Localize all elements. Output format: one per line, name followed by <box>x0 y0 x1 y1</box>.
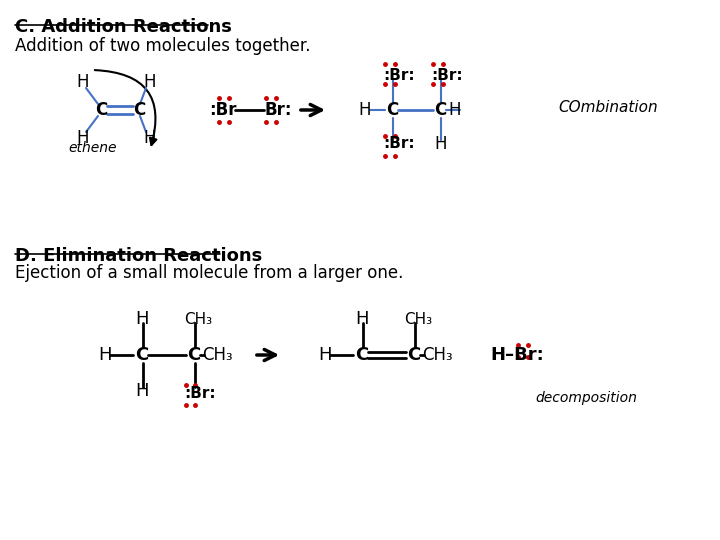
Text: H: H <box>358 101 371 119</box>
Text: C: C <box>407 346 420 364</box>
Text: Ejection of a small molecule from a larger one.: Ejection of a small molecule from a larg… <box>15 264 403 282</box>
Text: H: H <box>355 310 369 328</box>
Text: H–Br:: H–Br: <box>490 346 544 364</box>
Text: H: H <box>98 346 112 364</box>
Text: C: C <box>386 101 398 119</box>
Text: C: C <box>355 346 368 364</box>
Text: CH₃: CH₃ <box>422 346 453 364</box>
Text: ethene: ethene <box>68 141 117 155</box>
Text: H: H <box>143 73 156 91</box>
Text: H: H <box>135 310 148 328</box>
Text: :Br:: :Br: <box>383 137 415 152</box>
Text: H: H <box>318 346 331 364</box>
Text: Addition of two molecules together.: Addition of two molecules together. <box>15 37 310 55</box>
Text: :Br: :Br <box>209 101 236 119</box>
Text: CH₃: CH₃ <box>404 312 432 327</box>
Text: :Br:: :Br: <box>383 69 415 84</box>
Text: H: H <box>143 129 156 147</box>
Text: C: C <box>95 101 107 119</box>
Text: C. Addition Reactions: C. Addition Reactions <box>15 18 232 36</box>
Text: C: C <box>133 101 145 119</box>
Text: COmbination: COmbination <box>558 100 657 116</box>
Text: H: H <box>135 382 148 400</box>
Text: Br:: Br: <box>264 101 292 119</box>
Text: C: C <box>187 346 200 364</box>
Text: C: C <box>135 346 148 364</box>
Text: CH₃: CH₃ <box>202 346 233 364</box>
Text: H: H <box>76 129 89 147</box>
Text: H: H <box>448 101 461 119</box>
FancyArrowPatch shape <box>95 70 156 145</box>
Text: C: C <box>434 101 446 119</box>
Text: :Br:: :Br: <box>431 69 463 84</box>
Text: D. Elimination Reactions: D. Elimination Reactions <box>15 247 262 265</box>
Text: :Br:: :Br: <box>184 386 215 401</box>
Text: H: H <box>76 73 89 91</box>
Text: H: H <box>434 135 446 153</box>
Text: decomposition: decomposition <box>535 391 637 405</box>
Text: CH₃: CH₃ <box>184 312 212 327</box>
